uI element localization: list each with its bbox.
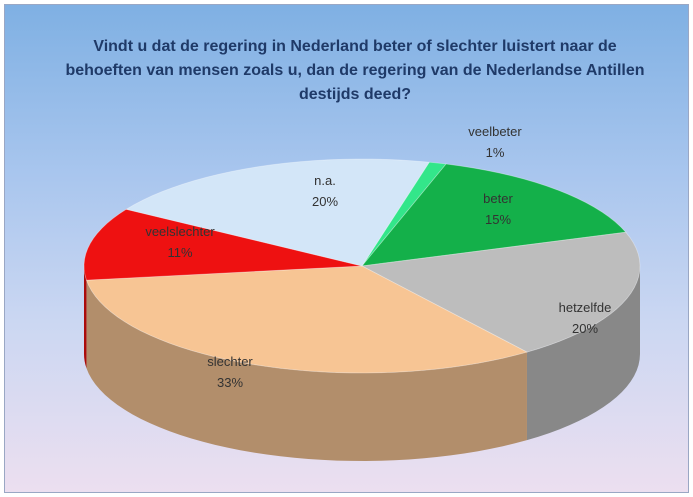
pie-side-hetzelfde	[526, 266, 640, 441]
slice-percent-veelbeter: 1%	[486, 145, 505, 160]
pie-top	[83, 158, 641, 374]
pie-side-slechter	[86, 280, 527, 461]
pie-side-veelslechter	[84, 266, 87, 369]
pie-slice-beter	[361, 163, 627, 267]
slice-label-n-a: n.a.	[314, 173, 336, 188]
pie-slice-hetzelfde	[360, 231, 641, 353]
slice-percent-n-a: 20%	[312, 194, 338, 209]
pie-slice-veelslechter	[83, 208, 363, 281]
pie-sides	[84, 266, 640, 461]
slice-percent-slechter: 33%	[217, 375, 243, 390]
chart-title: Vindt u dat de regering in Nederland bet…	[65, 38, 645, 103]
slice-percent-hetzelfde: 20%	[572, 321, 598, 336]
pie-slice-slechter	[85, 265, 529, 374]
slice-label-slechter: slechter	[207, 354, 253, 369]
slice-label-beter: beter	[483, 191, 513, 206]
slice-label-veelbeter: veelbeter	[468, 124, 522, 139]
pie-slice-n-a	[125, 158, 430, 267]
slice-percent-veelslechter: 11%	[167, 245, 192, 260]
slice-percent-beter: 15%	[485, 212, 511, 227]
slice-label-veelslechter: veelslechter	[145, 224, 215, 239]
pie-labels: veelbeter 1% beter 15% hetzelfde 20% slechter 3…	[145, 124, 611, 390]
slice-label-hetzelfde: hetzelfde	[559, 300, 612, 315]
